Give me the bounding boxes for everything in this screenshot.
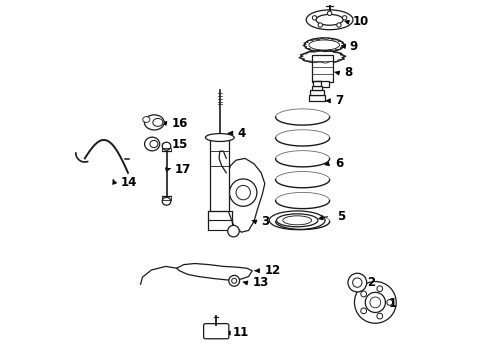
Text: 6: 6 [335, 157, 343, 170]
Text: 4: 4 [238, 127, 246, 140]
Ellipse shape [316, 14, 343, 25]
Ellipse shape [306, 10, 353, 30]
Circle shape [361, 308, 367, 314]
Polygon shape [226, 158, 265, 232]
Text: 14: 14 [121, 176, 137, 189]
Circle shape [377, 286, 383, 292]
Ellipse shape [270, 211, 325, 230]
Text: 17: 17 [174, 163, 191, 176]
Circle shape [313, 15, 317, 20]
FancyBboxPatch shape [313, 81, 321, 86]
Ellipse shape [283, 216, 312, 225]
Text: 13: 13 [252, 276, 269, 289]
FancyBboxPatch shape [210, 139, 229, 211]
FancyBboxPatch shape [312, 86, 322, 90]
Circle shape [348, 273, 367, 292]
Text: 16: 16 [172, 117, 188, 130]
Text: 12: 12 [265, 264, 281, 277]
Ellipse shape [304, 38, 344, 52]
Circle shape [337, 23, 341, 27]
Circle shape [377, 313, 383, 319]
Ellipse shape [276, 214, 318, 227]
Polygon shape [176, 264, 252, 280]
Text: 10: 10 [353, 15, 369, 28]
Ellipse shape [153, 118, 163, 126]
Ellipse shape [145, 137, 160, 151]
Ellipse shape [150, 140, 158, 148]
Ellipse shape [162, 142, 171, 150]
Ellipse shape [208, 332, 225, 338]
Ellipse shape [162, 197, 171, 205]
Circle shape [236, 185, 250, 200]
Ellipse shape [301, 50, 344, 63]
Ellipse shape [309, 40, 340, 50]
Circle shape [228, 225, 239, 237]
Circle shape [370, 297, 381, 308]
Ellipse shape [145, 115, 164, 130]
Text: 2: 2 [368, 276, 375, 289]
Text: 15: 15 [172, 138, 188, 151]
Text: 8: 8 [344, 66, 352, 79]
Ellipse shape [229, 275, 240, 286]
Ellipse shape [143, 117, 150, 122]
Circle shape [229, 179, 257, 206]
Text: 11: 11 [233, 327, 249, 339]
FancyBboxPatch shape [316, 81, 329, 87]
FancyBboxPatch shape [204, 324, 229, 339]
Circle shape [387, 300, 392, 305]
Circle shape [353, 278, 362, 287]
Ellipse shape [232, 278, 237, 283]
Text: 9: 9 [349, 40, 358, 53]
FancyBboxPatch shape [310, 90, 324, 95]
Circle shape [318, 23, 322, 27]
Text: 3: 3 [261, 215, 270, 228]
Circle shape [361, 291, 367, 297]
Circle shape [354, 282, 396, 323]
Ellipse shape [205, 134, 234, 141]
FancyBboxPatch shape [309, 95, 325, 101]
FancyBboxPatch shape [312, 55, 333, 82]
Circle shape [343, 15, 347, 20]
Text: 1: 1 [389, 297, 397, 310]
Circle shape [365, 292, 386, 312]
Text: 7: 7 [335, 94, 343, 107]
Circle shape [327, 11, 332, 15]
Text: 5: 5 [337, 210, 345, 222]
